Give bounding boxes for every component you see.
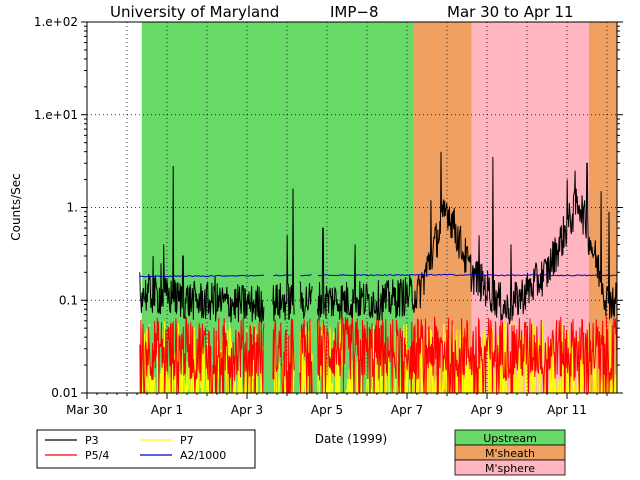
region-legend-label: Upstream: [483, 432, 537, 445]
x-tick-label: Apr 7: [391, 403, 423, 417]
series-a2-1000: [139, 273, 618, 278]
series-legend-box: [36, 429, 256, 469]
legend-label: A2/1000: [180, 449, 226, 462]
legend-label: P7: [180, 434, 194, 447]
x-tick-label: Apr 3: [231, 403, 263, 417]
y-tick-label: 1.: [67, 201, 78, 215]
series-p3: [139, 151, 618, 325]
y-tick-label: 0.1: [59, 293, 78, 307]
title-date-range: Mar 30 to Apr 11: [447, 3, 574, 21]
x-tick-label: Apr 1: [151, 403, 183, 417]
legend-label: P5/4: [85, 449, 109, 462]
y-tick-label: 1.e+01: [34, 108, 78, 122]
x-tick-label: Apr 11: [547, 403, 587, 417]
legend-label: P3: [85, 434, 99, 447]
region-legend-label: M'sphere: [485, 462, 535, 475]
x-tick-label: Apr 5: [311, 403, 343, 417]
axis-ticks: 1.e+02 1.e+01 1. 0.1 0.01 Mar 30 Apr 1 Apr 3 Apr…: [34, 15, 623, 417]
y-tick-label: 1.e+02: [34, 15, 78, 29]
title-spacecraft: IMP−8: [330, 3, 379, 21]
y-tick-label: 0.01: [51, 386, 78, 400]
series-legend: P3 P7 P5/4 A2/1000: [36, 429, 256, 469]
title-institution: University of Maryland: [110, 3, 279, 21]
chart-title: University of Maryland IMP−8 Mar 30 to A…: [110, 3, 574, 21]
region-legend-label: M'sheath: [485, 447, 535, 460]
region-legend-swatch: [454, 459, 566, 476]
x-tick-label: Apr 9: [471, 403, 503, 417]
x-axis-label: Date (1999): [315, 432, 387, 446]
y-axis-label: Counts/Sec: [9, 173, 23, 241]
x-tick-label: Mar 30: [66, 403, 108, 417]
region-legend: Upstream M'sheath M'sphere: [454, 429, 566, 476]
